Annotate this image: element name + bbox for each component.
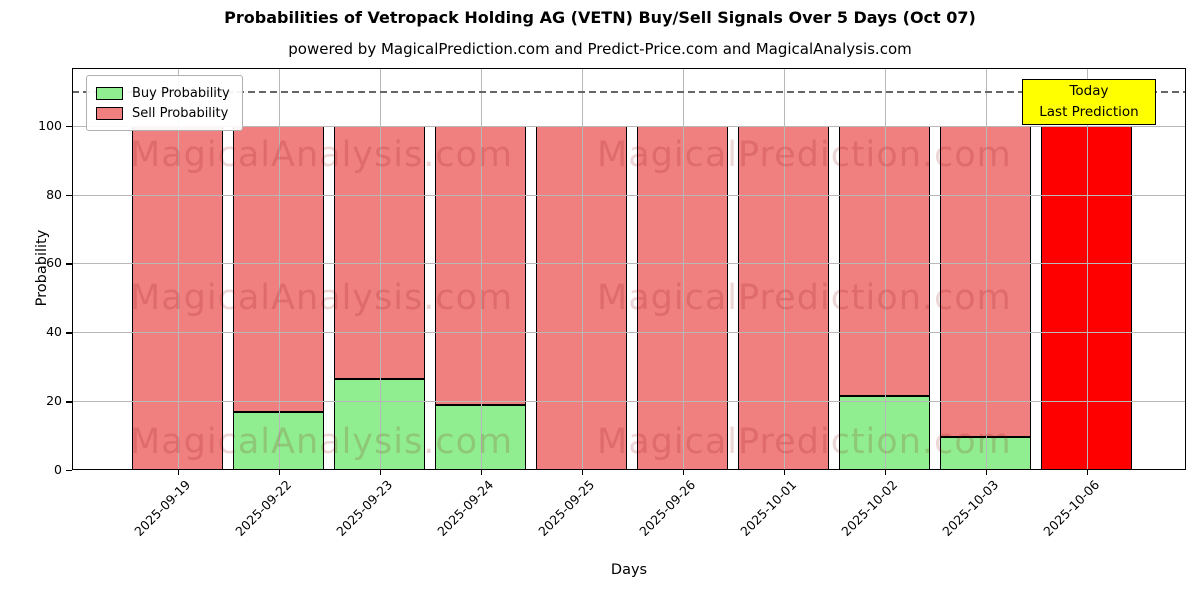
watermark-magicalprediction: MagicalPrediction.com [597, 135, 1012, 175]
x-tick-mark [1086, 470, 1089, 475]
today-annotation: Today Last Prediction [1022, 79, 1156, 125]
v-gridline [581, 68, 583, 470]
x-tick-mark [682, 470, 685, 475]
y-tick-label: 40 [46, 324, 62, 340]
x-tick-label-text: 2025-09-24 [434, 477, 497, 539]
legend-label-sell: Sell Probability [132, 105, 229, 121]
watermark-magicalanalysis: MagicalAnalysis.com [130, 422, 514, 462]
h-gridline [72, 194, 1186, 196]
x-tick-label-text: 2025-10-01 [737, 477, 800, 539]
x-tick-label-text: 2025-09-26 [636, 477, 699, 539]
y-tick-mark [66, 332, 72, 334]
x-tick-mark [480, 470, 483, 475]
today-annotation-line1: Today [1069, 83, 1109, 99]
v-gridline [783, 68, 785, 470]
y-tick-label: 20 [46, 393, 62, 409]
watermark-magicalprediction: MagicalPrediction.com [597, 422, 1012, 462]
x-tick-label-text: 2025-09-23 [333, 477, 396, 539]
chart-title: Probabilities of Vetropack Holding AG (V… [224, 8, 976, 27]
y-tick-label: 60 [46, 255, 62, 271]
y-tick-label: 0 [54, 462, 62, 477]
y-tick-mark [66, 125, 72, 128]
x-tick-mark [278, 470, 281, 475]
v-gridline [1086, 68, 1088, 470]
y-tick-mark [66, 263, 72, 265]
x-axis-label: Days [610, 562, 648, 578]
h-gridline [72, 401, 1186, 403]
y-tick-mark [66, 470, 72, 472]
buy-swatch-icon [96, 86, 123, 100]
y-tick-label: 80 [46, 186, 62, 202]
v-gridline [682, 68, 684, 470]
v-gridline [379, 68, 381, 470]
chart-subtitle: powered by MagicalPrediction.com and Pre… [288, 40, 912, 58]
y-tick-mark [66, 401, 72, 403]
plot-area: MagicalAnalysis.com MagicalPrediction.com… [72, 68, 1186, 470]
legend-item-sell: Sell Probability [96, 103, 230, 123]
v-gridline [177, 68, 179, 470]
x-tick-mark [985, 470, 988, 475]
watermark-magicalanalysis: MagicalAnalysis.com [130, 278, 514, 318]
legend-item-buy: Buy Probability [96, 83, 230, 103]
today-annotation-line2: Last Prediction [1039, 104, 1139, 120]
v-gridline [884, 68, 886, 470]
x-tick-mark [177, 470, 180, 475]
watermark-magicalprediction: MagicalPrediction.com [597, 278, 1012, 318]
x-tick-label-text: 2025-09-19 [131, 477, 194, 539]
v-gridline [278, 68, 280, 470]
sell-swatch-icon [96, 106, 123, 120]
x-tick-mark [379, 470, 382, 475]
x-tick-label-text: 2025-10-06 [1040, 477, 1103, 539]
v-gridline [985, 68, 987, 470]
x-tick-mark [884, 470, 887, 475]
x-tick-label-text: 2025-09-25 [535, 477, 598, 539]
watermark-magicalanalysis: MagicalAnalysis.com [130, 135, 514, 175]
h-gridline [72, 125, 1186, 127]
x-tick-mark [581, 470, 584, 475]
x-tick-label-text: 2025-10-03 [939, 477, 1002, 539]
h-gridline [72, 332, 1186, 334]
x-tick-mark [783, 470, 786, 475]
x-tick-label-text: 2025-09-22 [232, 477, 295, 539]
legend: Buy Probability Sell Probability [86, 75, 243, 131]
h-gridline [72, 263, 1186, 265]
legend-label-buy: Buy Probability [132, 85, 230, 101]
threshold-dashed-line [72, 91, 1186, 93]
y-tick-mark [66, 194, 72, 197]
x-tick-label-text: 2025-10-02 [838, 477, 901, 539]
v-gridline [480, 68, 482, 470]
y-tick-label: 100 [38, 117, 62, 133]
